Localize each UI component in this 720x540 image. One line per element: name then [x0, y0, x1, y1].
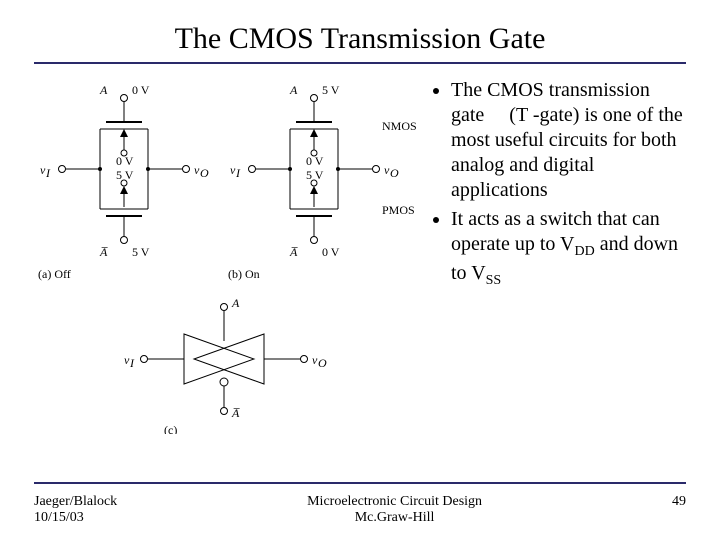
footer: Jaeger/Blalock 10/15/03 Microelectronic …: [34, 494, 686, 526]
svg-text:A: A: [99, 83, 108, 97]
footer-date: 10/15/03: [34, 510, 84, 525]
content-area: v I v O: [0, 64, 720, 444]
svg-text:5 V: 5 V: [116, 168, 134, 182]
footer-left: Jaeger/Blalock 10/15/03: [34, 494, 117, 526]
svg-text:A̅: A̅: [99, 245, 108, 259]
footer-title: Microelectronic Circuit Design: [307, 494, 482, 509]
svg-text:0 V: 0 V: [132, 83, 150, 97]
svg-text:0 V: 0 V: [116, 154, 134, 168]
list-item: It acts as a switch that can operate up …: [451, 207, 686, 289]
svg-text:O: O: [318, 356, 327, 370]
svg-text:I: I: [235, 166, 241, 180]
footer-center: Microelectronic Circuit Design Mc.Graw-H…: [117, 494, 672, 526]
svg-text:A̅: A̅: [289, 245, 298, 259]
svg-text:A̅: A̅: [231, 406, 240, 420]
svg-text:A: A: [289, 83, 298, 97]
panel-b: v I v O: [228, 83, 417, 281]
bullet-list: The CMOS transmission gate (T -gate) is …: [431, 78, 686, 289]
cmos-diagram: v I v O: [34, 74, 429, 434]
svg-text:0 V: 0 V: [306, 154, 324, 168]
panel-c: v I v O A: [124, 296, 327, 434]
page-title: The CMOS Transmission Gate: [0, 0, 720, 62]
footer-right: 49: [672, 494, 686, 510]
svg-text:I: I: [45, 166, 51, 180]
slide: The CMOS Transmission Gate v I v O: [0, 0, 720, 540]
bullets-column: The CMOS transmission gate (T -gate) is …: [429, 74, 686, 444]
page-number: 49: [672, 494, 686, 509]
svg-text:A: A: [231, 296, 240, 310]
svg-text:O: O: [200, 166, 209, 180]
svg-text:(a) Off: (a) Off: [38, 267, 71, 281]
svg-text:5 V: 5 V: [132, 245, 150, 259]
list-item: The CMOS transmission gate (T -gate) is …: [451, 78, 686, 203]
svg-text:0 V: 0 V: [322, 245, 340, 259]
svg-text:I: I: [129, 356, 135, 370]
svg-text:(c): (c): [164, 423, 177, 434]
footer-author: Jaeger/Blalock: [34, 494, 117, 509]
svg-text:5 V: 5 V: [322, 83, 340, 97]
diagram-column: v I v O: [34, 74, 429, 444]
footer-publisher: Mc.Graw-Hill: [355, 510, 435, 525]
svg-text:(b) On: (b) On: [228, 267, 260, 281]
panel-a: v I v O: [38, 83, 209, 281]
svg-text:O: O: [390, 166, 399, 180]
svg-text:5 V: 5 V: [306, 168, 324, 182]
divider-bottom: [34, 482, 686, 484]
svg-text:NMOS: NMOS: [382, 119, 417, 133]
svg-text:PMOS: PMOS: [382, 203, 415, 217]
